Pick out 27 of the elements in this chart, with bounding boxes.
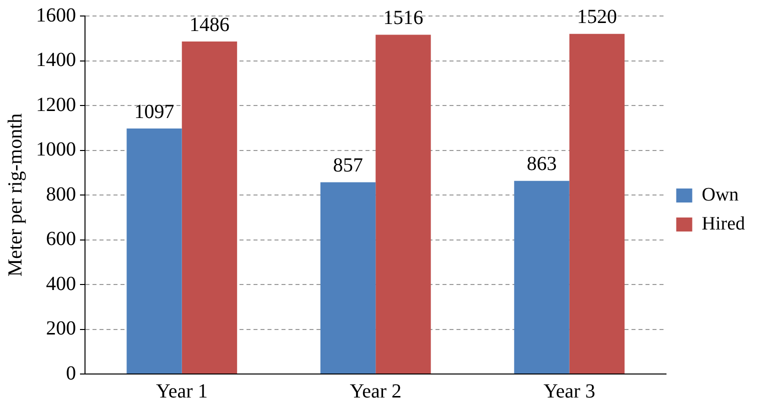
y-tick-label: 800 xyxy=(46,183,76,206)
data-label: 1516 xyxy=(383,7,424,30)
data-label: 1486 xyxy=(189,14,230,36)
y-tick-label: 1200 xyxy=(36,94,76,116)
y-axis-title: Meter per rig-month xyxy=(4,113,26,277)
data-label: 863 xyxy=(526,153,557,176)
bar xyxy=(182,42,238,374)
y-tick-label: 600 xyxy=(46,228,76,250)
legend-label: Hired xyxy=(702,213,746,234)
y-tick-label: 200 xyxy=(46,318,76,340)
y-tick-label: 1000 xyxy=(36,138,76,160)
bar xyxy=(569,34,625,374)
x-tick-label: Year 1 xyxy=(156,380,208,402)
bar xyxy=(514,180,570,374)
y-tick-label: 1600 xyxy=(36,4,76,26)
y-tick-label: 0 xyxy=(66,362,76,384)
y-tick-label: 400 xyxy=(46,272,76,295)
data-label: 1520 xyxy=(576,6,617,28)
x-tick-label: Year 3 xyxy=(543,380,596,402)
bar xyxy=(126,128,182,374)
data-label: 1097 xyxy=(134,100,174,123)
data-label: 857 xyxy=(333,154,364,176)
x-tick-label: Year 2 xyxy=(350,380,402,402)
bar xyxy=(376,34,431,374)
legend-label: Own xyxy=(702,184,740,206)
bar xyxy=(320,182,376,374)
y-tick-label: 1400 xyxy=(36,49,76,71)
